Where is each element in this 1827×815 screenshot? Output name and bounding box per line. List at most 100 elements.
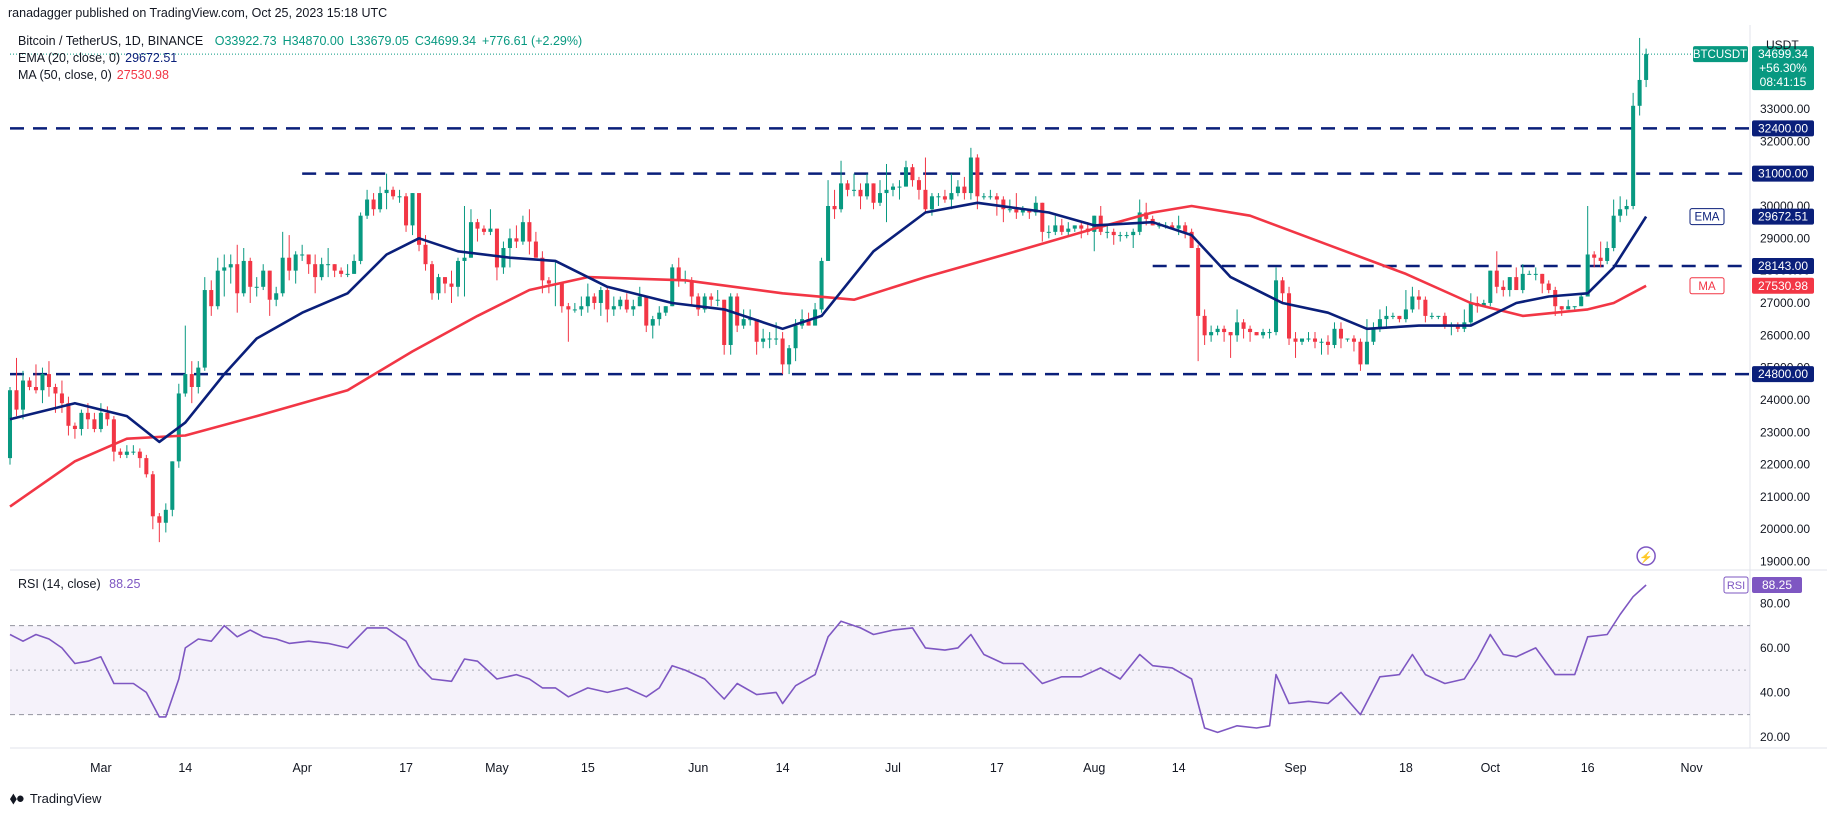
candle-body xyxy=(663,306,668,313)
candle-body xyxy=(280,257,285,294)
publisher-line: ranadagger published on TradingView.com,… xyxy=(8,6,388,20)
candle-body xyxy=(942,196,947,200)
candle-body xyxy=(819,260,824,310)
candle-body xyxy=(1494,270,1499,287)
candle-body xyxy=(702,296,707,310)
candle-body xyxy=(404,196,409,226)
candle-body xyxy=(631,306,636,310)
candle-body xyxy=(410,193,415,226)
current-price-change: +56.30% xyxy=(1759,61,1807,75)
candle-body xyxy=(858,189,863,197)
candle-body xyxy=(455,260,460,287)
candle-body xyxy=(644,296,649,326)
time-tick-label: Jun xyxy=(688,761,708,775)
candle-body xyxy=(1351,338,1356,342)
candle-body xyxy=(533,241,538,258)
candle-body xyxy=(397,196,402,198)
candle-body xyxy=(774,338,779,340)
candle-body xyxy=(546,280,551,284)
candle-body xyxy=(1046,231,1051,233)
rsi-legend-label: RSI (14, close) xyxy=(18,577,101,591)
candle-body xyxy=(696,296,701,310)
rsi-value-tag-label: 88.25 xyxy=(1762,578,1792,592)
candle-body xyxy=(494,228,499,268)
candle-body xyxy=(845,183,850,190)
candle-body xyxy=(826,206,831,261)
candle-body xyxy=(1079,225,1084,229)
level-tag xyxy=(1752,366,1814,383)
candle-body xyxy=(300,254,305,256)
time-tick-label: 18 xyxy=(1399,761,1413,775)
candle-body xyxy=(1306,338,1311,340)
bar-countdown: 08:41:15 xyxy=(1760,75,1807,89)
candle-body xyxy=(1241,322,1246,329)
candle-body xyxy=(144,458,149,475)
candle-body xyxy=(150,474,155,517)
ma-legend-label: MA (50, close, 0) xyxy=(18,68,112,82)
candle-body xyxy=(741,319,746,326)
candle-body xyxy=(839,183,844,210)
candle-body xyxy=(527,222,532,242)
ohlc-low: L33679.05 xyxy=(349,34,409,48)
time-tick-label: 14 xyxy=(1172,761,1186,775)
candle-body xyxy=(1624,206,1629,210)
candle-body xyxy=(1507,277,1512,291)
candle-body xyxy=(572,309,577,311)
level-tag-label: 24800.00 xyxy=(1758,367,1808,381)
rsi-tick-label: 80.00 xyxy=(1760,596,1790,610)
ma-legend[interactable]: MA (50, close, 0) 27530.98 xyxy=(18,68,169,82)
candle-body xyxy=(1196,248,1201,316)
ma-price-tag xyxy=(1752,277,1814,294)
candle-body xyxy=(1611,215,1616,249)
time-tick-label: May xyxy=(485,761,509,775)
candle-body xyxy=(222,267,227,271)
candle-body xyxy=(540,257,545,281)
time-tick-label: Jul xyxy=(885,761,901,775)
candle-body xyxy=(1514,277,1519,291)
candle-body xyxy=(566,306,571,310)
candle-body xyxy=(1592,254,1597,258)
candle-body xyxy=(358,215,363,261)
candle-body xyxy=(85,412,90,420)
time-tick-label: Nov xyxy=(1680,761,1703,775)
candle-body xyxy=(520,222,525,242)
candle-body xyxy=(1293,338,1298,342)
candle-body xyxy=(378,193,383,210)
candle-body xyxy=(293,254,298,271)
tradingview-logo[interactable]: ⬧● TradingView xyxy=(10,790,101,807)
candle-body xyxy=(579,306,584,310)
ema20-line xyxy=(9,201,1648,444)
ema-legend[interactable]: EMA (20, close, 0) 29672.51 xyxy=(18,51,177,65)
candle-body xyxy=(111,419,116,452)
candle-body xyxy=(806,319,811,326)
ema-legend-value: 29672.51 xyxy=(125,51,178,65)
candle-body xyxy=(254,286,259,288)
candle-body xyxy=(1488,270,1493,303)
candle-body xyxy=(430,264,435,294)
price-tick-label: 20000.00 xyxy=(1760,522,1810,536)
candle-body xyxy=(248,260,253,287)
candle-body xyxy=(53,387,58,394)
rsi-legend[interactable]: RSI (14, close) 88.25 xyxy=(18,577,140,591)
candle-body xyxy=(1579,296,1584,307)
candle-body xyxy=(468,222,473,258)
candle-body xyxy=(1397,315,1402,320)
candle-body xyxy=(1553,290,1558,307)
candle-body xyxy=(436,277,441,294)
candle-body xyxy=(1429,315,1434,317)
candle-body xyxy=(1520,273,1525,291)
candle-body xyxy=(306,254,311,265)
candle-body xyxy=(1261,332,1266,336)
symbol-title: Bitcoin / TetherUS, 1D, BINANCE xyxy=(18,34,204,48)
candle-body xyxy=(1364,341,1369,365)
candle-body xyxy=(1585,254,1590,297)
candle-body xyxy=(1001,199,1006,210)
ema-price-tag-name: EMA xyxy=(1695,212,1720,224)
candle-body xyxy=(131,451,136,453)
time-tick-label: 15 xyxy=(581,761,595,775)
candle-body xyxy=(241,260,246,294)
price-tick-label: 22000.00 xyxy=(1760,458,1810,472)
symbol-tag xyxy=(1693,46,1748,63)
candle-body xyxy=(1384,315,1389,320)
